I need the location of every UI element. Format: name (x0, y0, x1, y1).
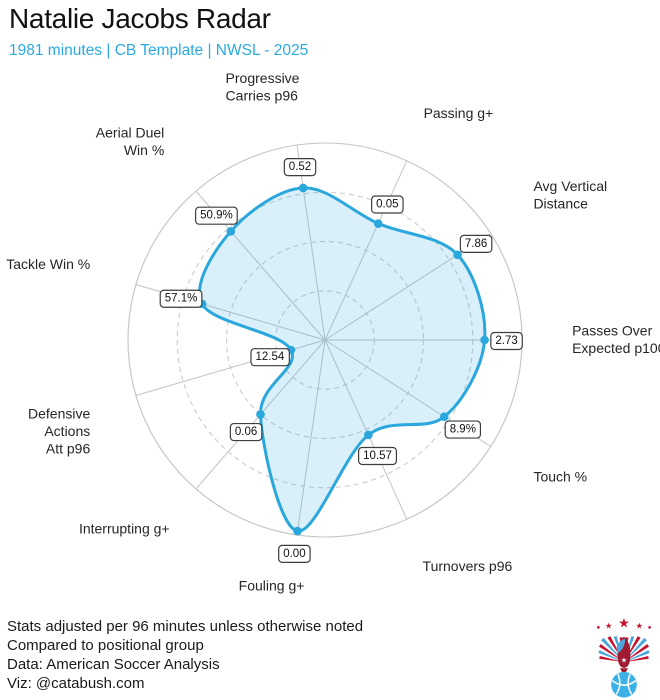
axis-label-1-line-0: Passing g+ (424, 105, 494, 121)
logo-stars: ★ ★ ★ (597, 616, 651, 631)
header: Natalie Jacobs Radar 1981 minutes | CB T… (9, 3, 308, 60)
axis-spoke-0 (296, 144, 326, 341)
svg-text:★: ★ (605, 620, 612, 630)
axis-label-6-line-0: Fouling g+ (239, 577, 305, 593)
footer-note-data-source: Data: American Soccer Analysis (7, 656, 220, 673)
axis-label-0-line-0: Progressive (226, 70, 300, 86)
logo-eagle-body: ★ (616, 636, 631, 676)
logo-feather (599, 656, 624, 663)
radar-point-2 (453, 250, 462, 260)
radar-point-5 (364, 430, 373, 440)
radar-point-7 (256, 410, 265, 419)
footer-note-viz-credit: Viz: @catabush.com (7, 675, 145, 692)
axis-spoke-1 (324, 160, 408, 341)
footer: Stats adjusted per 96 minutes unless oth… (7, 617, 363, 693)
value-label-8: 12.54 (255, 351, 284, 363)
eagle-soccer-ball-crest-icon: ★ ★ ★ ★ (597, 616, 651, 698)
axis-label-8-line-0: Defensive (28, 406, 90, 422)
axis-label-10-line-1: Win % (124, 142, 164, 158)
axis-label-2-line-1: Distance (533, 195, 588, 211)
axis-label-4-line-0: Touch % (533, 468, 587, 484)
value-label-4: 8.9% (450, 424, 476, 436)
axis-label-5-line-0: Turnovers p96 (423, 558, 513, 574)
svg-text:★: ★ (621, 656, 627, 665)
radar-point-1 (373, 219, 383, 228)
value-label-5: 10.57 (363, 450, 392, 462)
svg-text:★: ★ (636, 620, 643, 630)
value-label-2: 7.86 (465, 238, 487, 250)
value-label-box-7 (229, 422, 263, 442)
logo-feather (624, 650, 650, 663)
value-label-box-6 (278, 544, 311, 563)
value-label-box-8 (250, 348, 290, 367)
logo-feather (598, 643, 624, 663)
radar-area (198, 186, 487, 533)
value-label-3: 2.73 (495, 335, 517, 347)
radar-point-4 (440, 412, 449, 421)
value-label-box-5 (358, 446, 398, 466)
radar-point-6 (293, 526, 302, 536)
logo-soccer-ball (611, 671, 637, 698)
axis-label-3-line-1: Expected p100 (572, 340, 660, 356)
axis-spoke-6 (296, 339, 326, 536)
value-label-box-2 (459, 234, 493, 253)
axis-label-8-line-2: Att p96 (46, 441, 91, 457)
value-label-7: 0.06 (235, 426, 257, 438)
axis-label-10-line-0: Aerial Duel (96, 125, 164, 141)
footer-note-comparison: Compared to positional group (7, 637, 204, 654)
value-label-box-0 (283, 158, 317, 177)
value-label-box-9 (159, 289, 203, 308)
footer-note-adjustment: Stats adjusted per 96 minutes unless oth… (7, 618, 364, 635)
logo-feather (624, 643, 650, 663)
axis-label-2-line-0: Avg Vertical (533, 178, 607, 194)
page-subtitle: 1981 minutes | CB Template | NWSL - 2025 (9, 42, 309, 59)
value-label-box-1 (371, 195, 404, 214)
value-label-box-10 (195, 206, 238, 225)
axis-label-8-line-1: Actions (44, 423, 90, 439)
radar-point-0 (298, 183, 308, 193)
axis-label-0-line-1: Carries p96 (226, 87, 299, 103)
svg-text:★: ★ (618, 616, 630, 631)
axis-label-7-line-0: Interrupting g+ (79, 521, 170, 537)
value-label-6: 0.00 (283, 548, 305, 560)
radar-point-10 (226, 227, 236, 236)
page-title: Natalie Jacobs Radar (9, 3, 271, 34)
axis-spoke-5 (324, 339, 408, 520)
logo-feather (598, 650, 624, 663)
value-label-box-4 (444, 420, 482, 439)
value-label-9: 57.1% (165, 293, 198, 305)
value-label-1: 0.05 (376, 199, 398, 211)
radar-point-3 (480, 335, 489, 345)
logo-feather (624, 656, 649, 663)
value-label-0: 0.52 (289, 161, 311, 173)
axis-label-9-line-0: Tackle Win % (6, 256, 90, 272)
value-label-10: 50.9% (200, 210, 233, 222)
axis-label-3-line-0: Passes Over (572, 322, 652, 338)
value-label-box-3 (490, 331, 523, 351)
